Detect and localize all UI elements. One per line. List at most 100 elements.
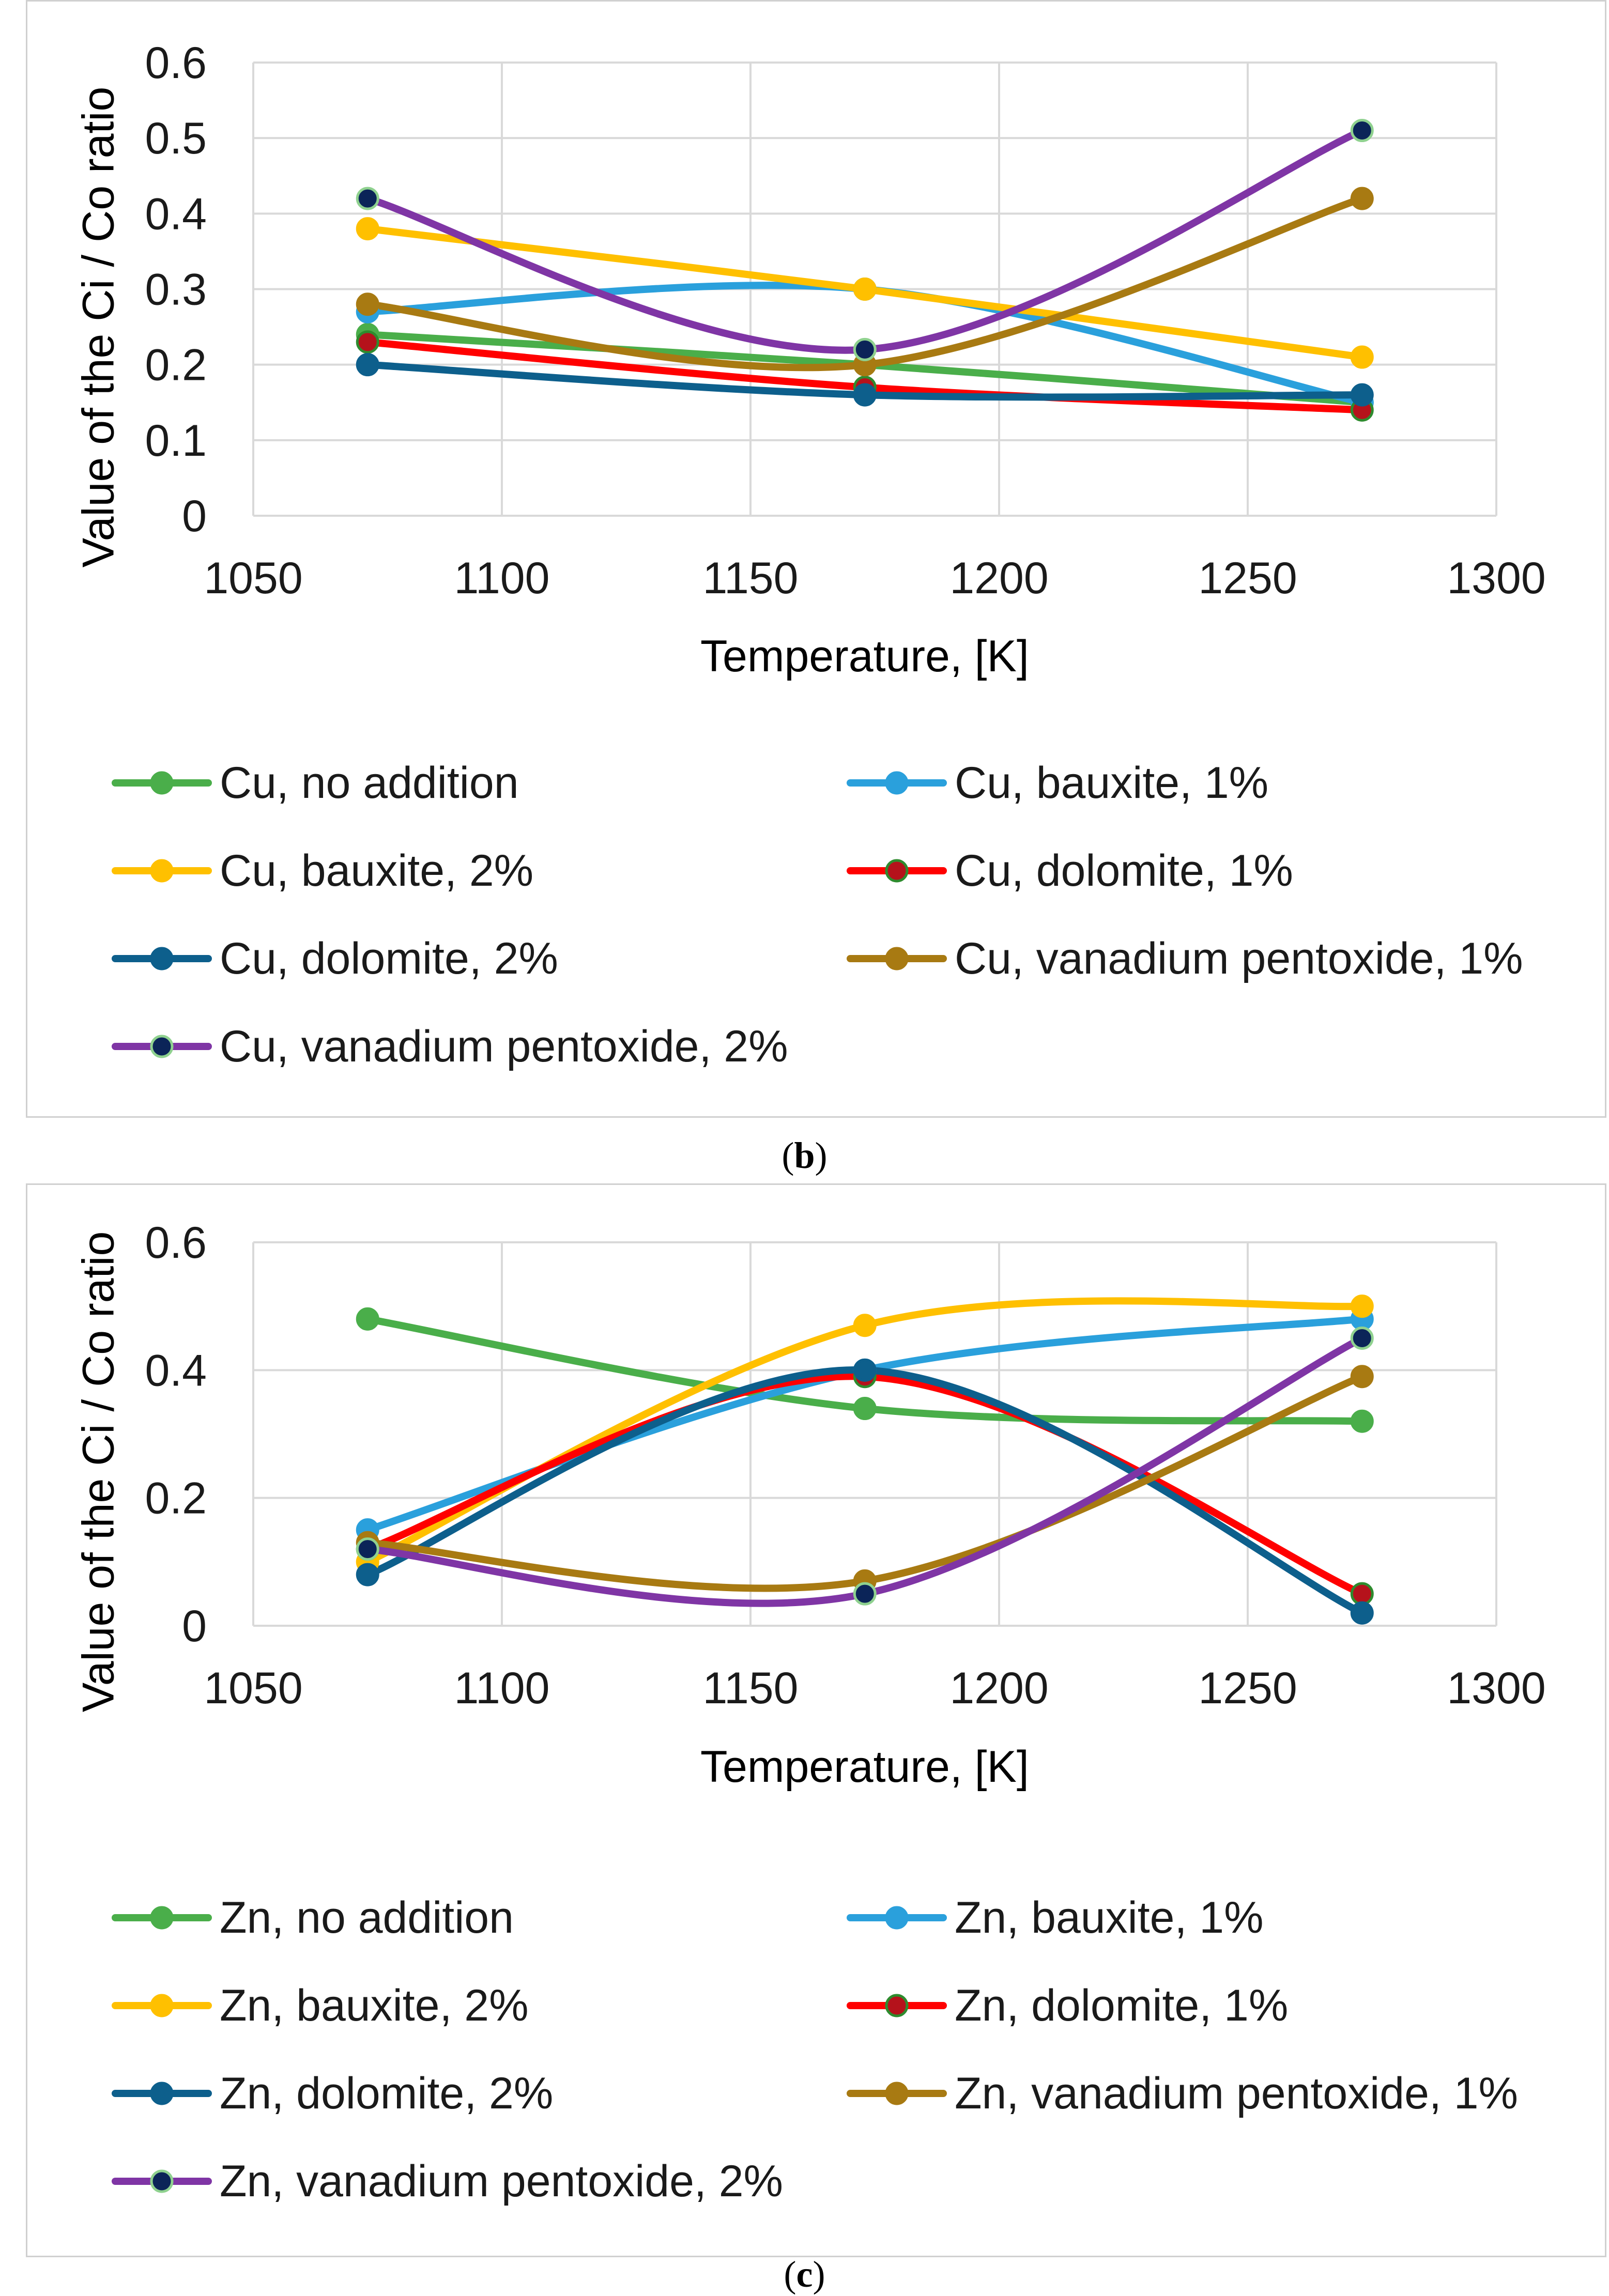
x-tick-label: 1150	[703, 553, 799, 603]
y-axis-title-b: Value of the Ci / Co ratio	[73, 86, 124, 568]
data-point-series-7	[1350, 1327, 1374, 1350]
data-point-series-1	[1350, 1409, 1374, 1433]
legend-key-icon	[112, 1906, 212, 1930]
data-point-series-5	[1350, 1601, 1374, 1625]
legend-item: Zn, vanadium pentoxide, 1%	[845, 2068, 1518, 2119]
legend-key-icon	[112, 1994, 212, 2017]
x-tick-label: 1200	[949, 1663, 1048, 1713]
y-tick-label: 0	[182, 491, 207, 541]
x-tick-label: 1300	[1447, 553, 1545, 603]
legend-label: Zn, vanadium pentoxide, 2%	[220, 2156, 783, 2206]
legend-item: Cu, dolomite, 2%	[110, 933, 558, 984]
y-tick-label: 0.5	[145, 114, 207, 163]
y-tick-label: 0.2	[145, 1474, 207, 1523]
data-point-series-1	[853, 1397, 877, 1421]
legend-item: Zn, vanadium pentoxide, 2%	[110, 2155, 783, 2207]
legend-label: Zn, bauxite, 1%	[955, 1892, 1264, 1943]
legend-item: Zn, dolomite, 1%	[845, 1980, 1288, 2031]
x-axis-title-b: Temperature, [K]	[700, 631, 1029, 681]
legend-item: Zn, no addition	[110, 1892, 514, 1944]
x-tick-label: 1300	[1447, 1663, 1545, 1713]
x-tick-label: 1250	[1198, 1663, 1297, 1713]
legend-key-icon	[847, 1994, 947, 2017]
y-tick-label: 0.4	[145, 1346, 207, 1395]
legend-key-icon	[847, 1906, 947, 1930]
legend-item: Cu, bauxite, 1%	[845, 757, 1268, 809]
legend-label: Cu, dolomite, 1%	[955, 845, 1293, 896]
legend-key-icon	[847, 947, 947, 970]
x-tick-label: 1050	[204, 553, 302, 603]
legend-label: Zn, no addition	[220, 1892, 514, 1943]
data-point-series-6	[1350, 1365, 1374, 1389]
data-point-series-5	[1350, 383, 1374, 407]
x-tick-label: 1100	[454, 1663, 550, 1713]
legend-item: Cu, vanadium pentoxide, 1%	[845, 933, 1523, 984]
data-point-series-1	[356, 1307, 379, 1331]
y-tick-label: 0.1	[145, 416, 207, 466]
legend-label: Zn, bauxite, 2%	[220, 1980, 529, 2030]
legend-item: Zn, bauxite, 1%	[845, 1892, 1264, 1944]
legend-label: Cu, bauxite, 2%	[220, 845, 534, 896]
x-tick-label: 1250	[1198, 553, 1297, 603]
x-tick-label: 1100	[454, 553, 550, 603]
data-point-series-6	[1350, 187, 1374, 210]
plot-area-c: 1050 1100 1150 1200 1250 1300 0 0.2 0.4 0.6	[145, 1218, 1545, 1713]
legend-label: Cu, bauxite, 1%	[955, 758, 1269, 808]
y-tick-label: 0.3	[145, 265, 207, 315]
data-point-series-4	[356, 330, 379, 354]
data-point-series-5	[853, 383, 877, 407]
data-point-series-5	[356, 353, 379, 377]
data-point-series-5	[356, 1563, 379, 1586]
legend-key-icon	[112, 771, 212, 795]
data-point-series-5	[853, 1358, 877, 1382]
data-point-series-3	[853, 1314, 877, 1337]
y-tick-label: 0.6	[145, 1218, 207, 1268]
x-axis-title-c: Temperature, [K]	[700, 1742, 1029, 1792]
legend-label: Cu, dolomite, 2%	[220, 933, 558, 983]
y-tick-label: 0.2	[145, 341, 207, 390]
data-point-series-6	[356, 292, 379, 316]
y-tick-label: 0.6	[145, 38, 207, 88]
legend-key-icon	[847, 771, 947, 795]
data-point-series-7	[356, 187, 379, 210]
data-point-series-7	[853, 1582, 877, 1606]
legend-item: Cu, dolomite, 1%	[845, 845, 1293, 897]
legend-label: Cu, vanadium pentoxide, 1%	[955, 933, 1523, 983]
x-tick-label: 1150	[703, 1663, 799, 1713]
plot-area-b: 1050 1100 1150 1200 1250 1300 0 0.1 0.2 0.3 0.4 0.5…	[145, 38, 1545, 603]
legend-item: Cu, bauxite, 2%	[110, 845, 533, 897]
caption-b: (b)	[781, 1135, 828, 1176]
chart-panel-b: 1050 1100 1150 1200 1250 1300 0 0.1 0.2 0.3 0.4 0.5…	[26, 0, 1606, 1118]
legend-key-icon	[847, 2082, 947, 2105]
legend-label: Zn, dolomite, 2%	[220, 2068, 554, 2118]
x-tick-label: 1050	[204, 1663, 302, 1713]
legend-key-icon	[847, 859, 947, 883]
y-axis-title-c: Value of the Ci / Co ratio	[73, 1231, 124, 1713]
legend-item: Cu, no addition	[110, 757, 519, 809]
chart-panel-c: 1050 1100 1150 1200 1250 1300 0 0.2 0.4 0.6 Value…	[26, 1183, 1606, 2257]
data-point-series-4	[1350, 1582, 1374, 1606]
legend-item: Zn, bauxite, 2%	[110, 1980, 529, 2031]
legend-key-icon	[112, 947, 212, 970]
series-line-7	[364, 127, 1366, 354]
legend-label: Cu, no addition	[220, 758, 519, 808]
legend-item: Cu, vanadium pentoxide, 2%	[110, 1021, 788, 1072]
data-point-series-3	[356, 217, 379, 241]
data-point-series-3	[853, 278, 877, 301]
legend-label: Cu, vanadium pentoxide, 2%	[220, 1021, 788, 1071]
data-point-series-7	[356, 1537, 379, 1561]
caption-c: (c)	[784, 2254, 825, 2295]
legend-item: Zn, dolomite, 2%	[110, 2068, 553, 2119]
data-point-series-7	[1350, 119, 1374, 143]
y-tick-label: 0.4	[145, 189, 207, 239]
x-tick-label: 1200	[949, 553, 1048, 603]
data-point-series-7	[853, 337, 877, 361]
legend-key-icon	[112, 2169, 212, 2193]
legend-label: Zn, dolomite, 1%	[955, 1980, 1289, 2030]
legend-label: Zn, vanadium pentoxide, 1%	[955, 2068, 1518, 2118]
legend-key-icon	[112, 859, 212, 883]
data-point-series-3	[1350, 1295, 1374, 1318]
data-point-series-3	[1350, 345, 1374, 369]
y-tick-label: 0	[182, 1601, 207, 1651]
legend-key-icon	[112, 2082, 212, 2105]
